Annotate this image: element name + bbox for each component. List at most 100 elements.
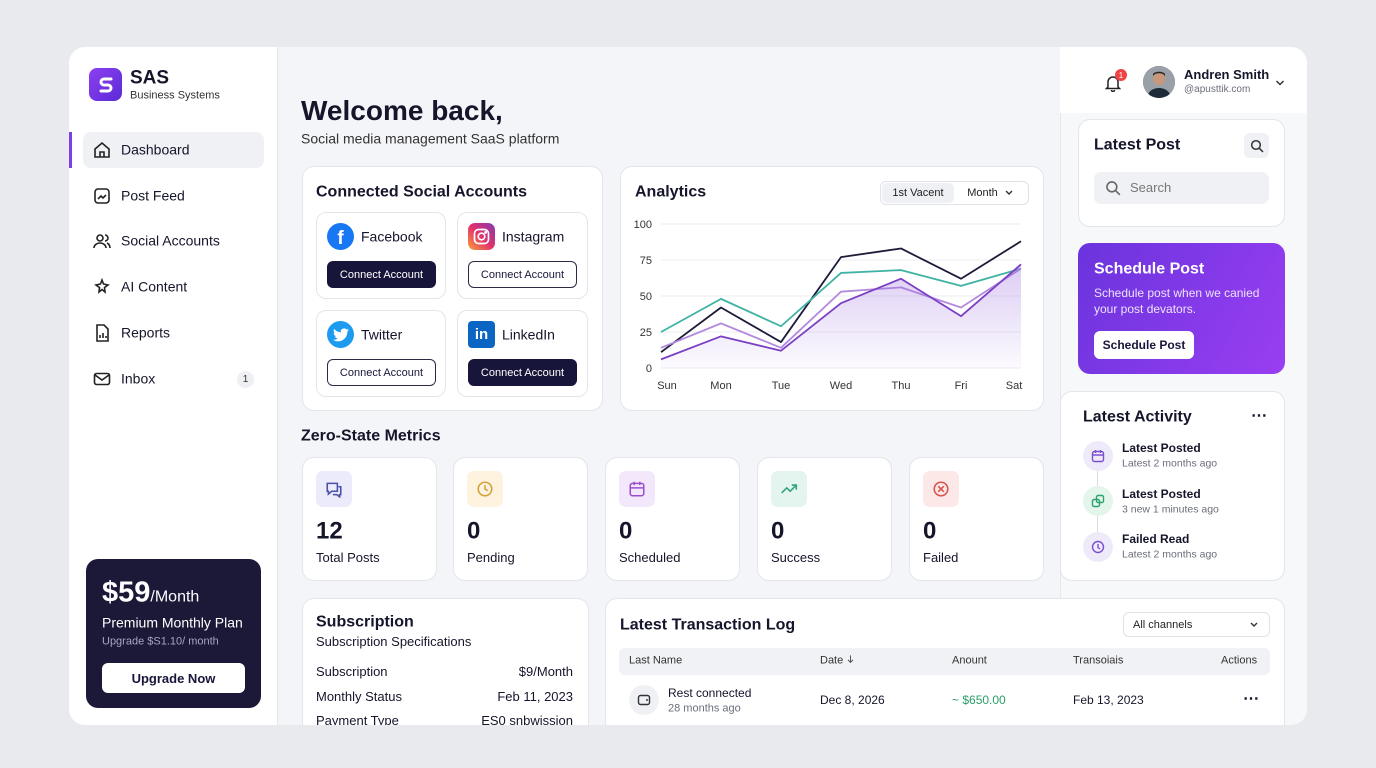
activity-time: Latest 2 months ago [1122, 548, 1218, 561]
spec-value: $9/Month [518, 664, 573, 680]
series-line [660, 240, 1022, 353]
column-header: Last Name [629, 654, 683, 667]
inbox-badge: 1 [237, 371, 254, 388]
activity-icon [1083, 441, 1113, 471]
search-placeholder: Search [1130, 180, 1172, 196]
upgrade-button[interactable]: Upgrade Now [102, 663, 245, 693]
x-tick-label: Mon [710, 380, 731, 392]
x-tick-label: Sat [1006, 380, 1023, 392]
search-button[interactable] [1244, 133, 1269, 158]
y-tick-label: 25 [640, 327, 652, 339]
metric-value: 12 [316, 517, 343, 545]
y-tick-label: 0 [646, 363, 652, 375]
nav-icon [93, 278, 111, 296]
x-tick-label: Wed [830, 380, 852, 392]
metric-value: 0 [923, 517, 937, 545]
activity-menu[interactable]: ⋯ [1251, 407, 1268, 425]
frame-bottom-mask [0, 725, 1376, 768]
activity-title: Latest Posted [1122, 440, 1201, 455]
page-subtitle: Social media management SaaS platform [301, 130, 560, 147]
row-actions[interactable]: ⋯ [1243, 690, 1260, 708]
brand-subtitle: Business Systems [130, 89, 220, 102]
user-menu[interactable] [1274, 77, 1286, 89]
segment[interactable]: Month [956, 183, 1026, 203]
search-input[interactable] [1094, 172, 1269, 204]
nav-item[interactable]: Dashboard [121, 141, 190, 158]
metric-value: 0 [619, 517, 633, 545]
analytics-card [620, 166, 1044, 411]
channel-filter[interactable]: All channels [1123, 612, 1270, 637]
icon-glyph [629, 481, 645, 497]
connect-button[interactable]: Connect Account [468, 261, 577, 288]
plan-price: $59/Month [102, 576, 199, 611]
chart-title: Analytics [635, 183, 707, 201]
nav-active-bg [83, 132, 264, 168]
nav-item[interactable]: Inbox [121, 370, 156, 387]
icon-glyph [326, 482, 342, 498]
series-line [660, 267, 1022, 349]
nav-item[interactable]: AI Content [121, 278, 188, 295]
card-title: Latest Post [1094, 136, 1181, 154]
activity-time: Latest 2 months ago [1122, 457, 1218, 470]
series-line [660, 263, 1022, 361]
facebook-icon: f [327, 223, 354, 250]
spec-value: ES0 snbwission [481, 713, 573, 729]
metric-label: Success [771, 550, 821, 566]
card-title: Connected Social Accounts [316, 183, 527, 201]
nav-active-bar [69, 132, 72, 168]
line-chart: 0 25 50 75 100 Sun Mon Tue Wed Thu Fri Sat [634, 219, 1023, 392]
nav-icon [93, 370, 111, 388]
account-name: Facebook [361, 228, 423, 245]
table-header [619, 648, 1270, 675]
subscription-card [302, 598, 589, 738]
card-title: Latest Activity [1083, 408, 1192, 426]
avatar [1143, 66, 1175, 98]
area [661, 264, 1021, 368]
activity-title: Latest Posted [1122, 486, 1201, 501]
metric-value: 0 [771, 517, 785, 545]
schedule-button[interactable]: Schedule Post [1094, 331, 1194, 359]
icon-glyph [933, 481, 949, 497]
connect-button[interactable]: Connect Account [468, 359, 577, 386]
column-label: Date [820, 654, 844, 667]
card-title: Latest Transaction Log [620, 616, 796, 634]
x-tick-label: Sun [657, 380, 677, 392]
nav-icon [93, 187, 111, 205]
metric-value: 0 [467, 517, 481, 545]
top-bar [1060, 47, 1307, 113]
twitter-icon [327, 321, 354, 348]
linkedin-icon: in [468, 321, 495, 348]
page-title: Welcome back, [301, 95, 503, 127]
nav-icon [93, 324, 111, 342]
nav-item[interactable]: Social Accounts [121, 232, 220, 249]
spec-label: Payment Type [316, 713, 399, 729]
period: /Month [150, 588, 200, 606]
plan-note: Upgrade $S1.10/ month [102, 635, 219, 648]
plan-name: Premium Monthly Plan [102, 614, 243, 631]
connect-button[interactable]: Connect Account [327, 261, 436, 288]
metric-icon [619, 471, 655, 507]
metric-icon [316, 471, 352, 507]
row-amount: ~ $650.00 [952, 692, 1006, 707]
activity-icon [1083, 486, 1113, 516]
x-tick-label: Fri [955, 380, 968, 392]
y-tick-label: 75 [640, 255, 652, 267]
activity-time: 3 new 1 minutes ago [1122, 503, 1219, 516]
connect-button[interactable]: Connect Account [327, 359, 436, 386]
row-time: 28 months ago [668, 702, 741, 715]
column-header: Transoiais [1073, 654, 1124, 667]
y-tick-label: 100 [634, 219, 652, 231]
segment[interactable]: 1st Vacent [882, 183, 954, 203]
search-icon [1105, 180, 1121, 196]
user-handle: @apusttik.com [1184, 84, 1251, 95]
y-tick-label: 50 [640, 291, 652, 303]
notification-badge: 1 [1115, 69, 1127, 81]
row-date: Dec 8, 2026 [820, 692, 885, 707]
nav-item[interactable]: Reports [121, 324, 171, 341]
metric-icon [923, 471, 959, 507]
column-header: Anount [952, 654, 987, 667]
column-header: Date [820, 654, 855, 667]
nav-icon [93, 232, 111, 250]
nav-item[interactable]: Post Feed [121, 187, 185, 204]
instagram-icon [468, 223, 495, 250]
